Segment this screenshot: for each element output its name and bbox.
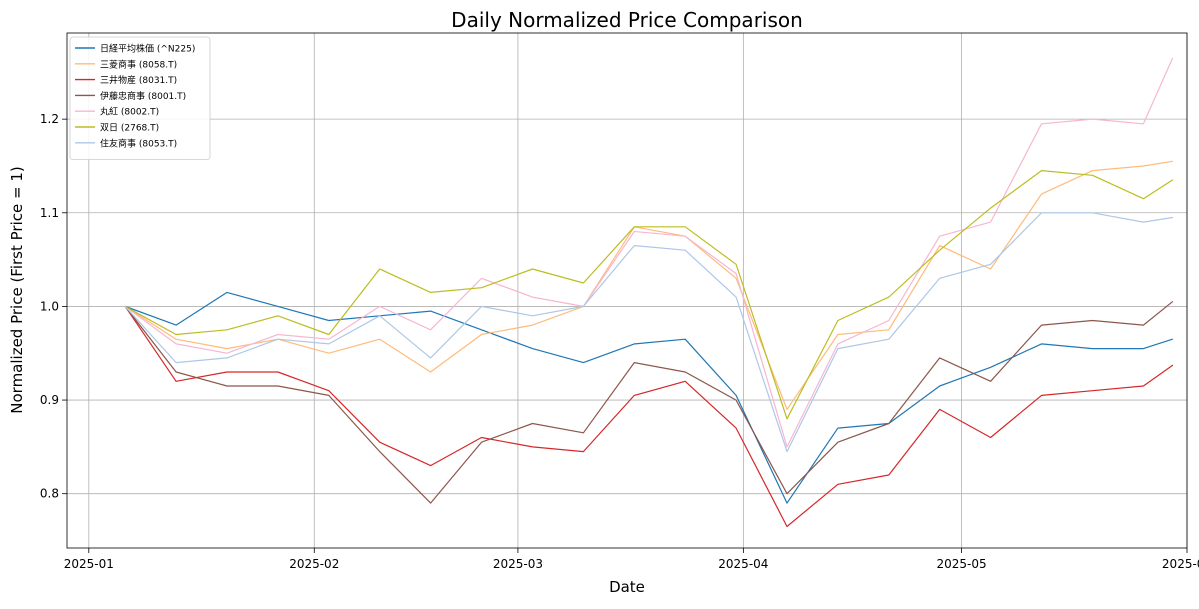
x-tick-label: 2025-05: [936, 557, 986, 571]
legend-label: 伊藤忠商事 (8001.T): [100, 90, 186, 102]
chart-title: Daily Normalized Price Comparison: [451, 8, 803, 32]
x-axis-label: Date: [609, 578, 645, 596]
y-axis-label: Normalized Price (First Price = 1): [8, 166, 26, 413]
series-line-0: [124, 291, 1174, 504]
y-tick-label: 0.9: [40, 393, 59, 407]
series-line-5: [124, 170, 1174, 420]
grid-layer: [67, 33, 1188, 548]
legend: 日経平均株価 (^N225) 三菱商事 (8058.T) 三井物産 (8031.T)…: [69, 36, 211, 160]
legend-label: 住友商事 (8053.T): [100, 137, 177, 149]
x-tick-label: 2025-02: [289, 557, 339, 571]
x-tick-label: 2025-01: [64, 557, 114, 571]
y-tick-label: 1.1: [40, 206, 59, 220]
plot-frame: [66, 32, 1188, 549]
x-tick-label: 2025-04: [718, 557, 768, 571]
tick-layer: 2025-01 2025-02 2025-03 2025-04 2025-05 2025-…: [40, 112, 1199, 571]
y-tick-label: 1.2: [40, 112, 59, 126]
series-layer: [124, 57, 1174, 528]
series-line-1: [124, 160, 1174, 410]
x-tick-label: 2025-06: [1162, 557, 1199, 571]
x-tick-label: 2025-03: [493, 557, 543, 571]
legend-label: 日経平均株価 (^N225): [100, 43, 195, 55]
series-line-2: [124, 305, 1174, 528]
legend-label: 三菱商事 (8058.T): [100, 58, 177, 70]
y-tick-label: 1.0: [40, 299, 59, 313]
series-line-4: [124, 57, 1174, 448]
legend-label: 双日 (2768.T): [100, 123, 159, 134]
legend-box: [69, 36, 211, 160]
series-line-3: [124, 301, 1174, 504]
series-line-6: [124, 212, 1174, 453]
y-tick-label: 0.8: [40, 487, 59, 501]
legend-label: 丸紅 (8002.T): [100, 106, 159, 118]
legend-label: 三井物産 (8031.T): [100, 74, 177, 86]
